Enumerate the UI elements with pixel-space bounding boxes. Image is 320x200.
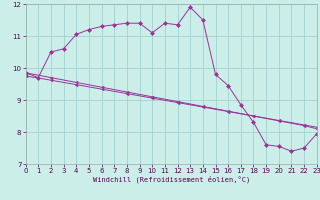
X-axis label: Windchill (Refroidissement éolien,°C): Windchill (Refroidissement éolien,°C) — [92, 176, 250, 183]
